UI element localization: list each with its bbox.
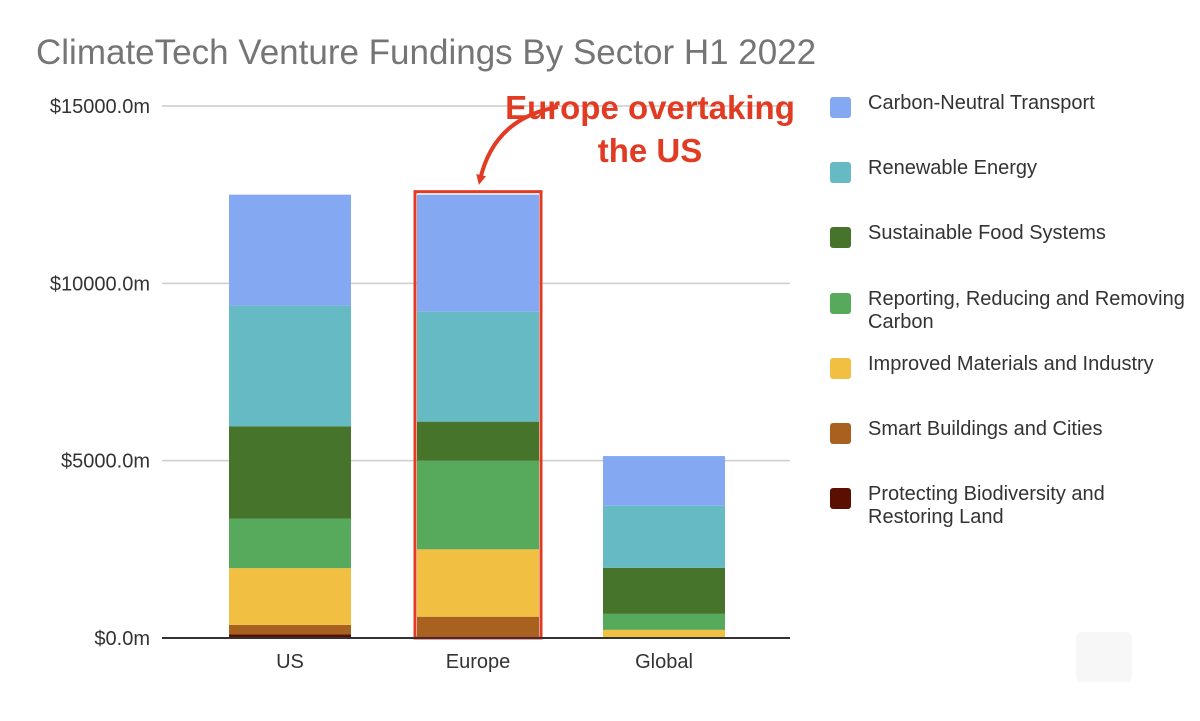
bar-segment	[417, 421, 539, 461]
legend-label: Renewable Energy	[868, 157, 1037, 180]
annotation-europe-overtaking: Europe overtaking the US	[505, 89, 795, 169]
bar-segment	[229, 305, 351, 427]
bar-segment	[603, 456, 725, 506]
legend-item: Reporting, Reducing and Removing Carbon	[828, 288, 1188, 338]
bar-segment	[229, 518, 351, 569]
watermark-logo	[1076, 632, 1132, 682]
legend-swatch	[830, 292, 851, 314]
bar-segment	[603, 613, 725, 630]
legend-label: Carbon-Neutral Transport	[868, 92, 1095, 114]
bar-segment	[417, 460, 539, 550]
legend-item: Smart Buildings and Cities	[828, 418, 1188, 468]
legend-item: Renewable Energy	[828, 157, 1188, 207]
bar-segment	[229, 426, 351, 519]
x-axis-ticks: US Europe Global	[276, 651, 693, 673]
legend-label: Protecting Biodiversity and Restoring La…	[868, 483, 1105, 529]
legend-swatch	[830, 97, 851, 118]
bar-segment	[417, 549, 539, 617]
y-axis-ticks: $0.0m $5000.0m $10000.0m $15000.0m	[50, 96, 150, 650]
legend-label: Reporting, Reducing and Removing Carbon	[868, 287, 1185, 333]
legend-item: Sustainable Food Systems	[828, 222, 1188, 272]
legend-swatch	[830, 227, 851, 249]
legend-swatch	[830, 423, 851, 444]
x-tick-label: Global	[635, 651, 693, 673]
legend-label: Improved Materials and Industry	[868, 352, 1154, 375]
bar-segment	[603, 629, 725, 637]
legend-item: Protecting Biodiversity and Restoring La…	[828, 483, 1188, 533]
bar-segment	[229, 194, 351, 306]
y-tick-label: $10000.0m	[50, 273, 150, 295]
bar-segment	[417, 194, 539, 312]
legend-swatch	[830, 162, 851, 184]
legend-swatch	[830, 488, 851, 510]
legend-label: Smart Buildings and Cities	[868, 418, 1103, 440]
chart-title: ClimateTech Venture Fundings By Sector H…	[36, 33, 816, 72]
y-tick-label: $0.0m	[94, 628, 150, 650]
callout-arrow	[476, 105, 559, 185]
bar-segment	[417, 616, 539, 638]
legend-item: Carbon-Neutral Transport	[828, 92, 1188, 142]
bar-segment	[417, 311, 539, 422]
x-tick-label: Europe	[446, 651, 511, 673]
y-tick-label: $5000.0m	[61, 451, 150, 473]
bar-segment	[603, 505, 725, 568]
bars	[229, 194, 725, 638]
bar-segment	[229, 634, 351, 638]
legend-item: Improved Materials and Industry	[828, 353, 1188, 403]
x-tick-label: US	[276, 651, 304, 673]
bar-segment	[229, 624, 351, 635]
bar-segment	[229, 568, 351, 625]
legend-swatch	[830, 357, 851, 379]
legend-label: Sustainable Food Systems	[868, 222, 1106, 245]
bar-segment	[603, 567, 725, 614]
y-tick-label: $15000.0m	[50, 96, 150, 118]
